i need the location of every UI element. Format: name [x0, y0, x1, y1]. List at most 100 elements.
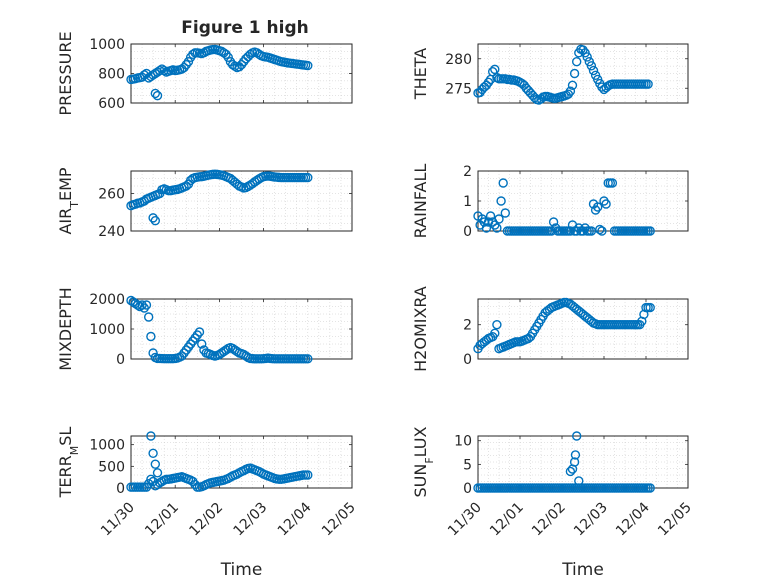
subplot-mixdepth: 0 1000 2000 MIXDEPTH	[56, 287, 353, 371]
data-point	[150, 88, 161, 99]
y-tick-label: 2000	[89, 292, 125, 308]
x-tick-label: 12/02	[186, 500, 226, 540]
data-point	[183, 57, 194, 67]
subplot-h2omixra: 0 2 H2OMIXRA	[411, 286, 689, 372]
data-point	[570, 450, 581, 460]
y-tick-label: 0	[116, 352, 125, 368]
data-point	[179, 62, 189, 73]
y-axis-label: SUNFLUX	[411, 426, 436, 497]
y-tick-label: 800	[98, 67, 125, 83]
data-point	[597, 82, 607, 92]
axes-box	[477, 43, 689, 104]
data-point	[303, 354, 313, 364]
data-point	[496, 196, 506, 206]
y-axis-label: PRESSURE	[56, 31, 75, 115]
y-tick-label: 1000	[89, 37, 125, 53]
x-tick-label: 12/04	[275, 499, 315, 539]
data-point	[498, 178, 508, 188]
data-point	[181, 181, 191, 191]
x-tick-label: 12/03	[571, 500, 611, 540]
data-point	[548, 217, 559, 227]
x-tick-label: 12/02	[529, 500, 569, 540]
y-axis-label: AIRTEMP	[56, 167, 81, 234]
y-tick-label: 0	[116, 481, 125, 497]
y-axis-label: RAINFALL	[411, 164, 430, 239]
data-point	[197, 339, 207, 349]
data-point	[567, 80, 578, 91]
data-point	[141, 300, 152, 310]
data-point	[148, 448, 158, 459]
x-tick-label: 12/01	[142, 500, 182, 540]
y-tick-label: 1000	[89, 438, 125, 454]
data-point	[588, 65, 599, 76]
y-tick-label: 2	[463, 164, 472, 180]
data-point	[481, 223, 492, 233]
subplot-air-temp: 240 260 AIRTEMP	[56, 167, 353, 240]
y-axis-label: MIXDEPTH	[56, 287, 75, 370]
y-tick-label: 500	[98, 459, 125, 475]
data-point	[146, 431, 156, 441]
subplot-rainfall: 0 1 2 RAINFALL	[411, 164, 689, 240]
y-tick-label: 5	[463, 457, 472, 473]
x-tick-label: 11/30	[445, 500, 485, 540]
subplot-pressure: 600 800 1000 PRESSURE	[56, 31, 353, 116]
x-tick-label: 12/04	[613, 499, 653, 539]
data-point	[582, 52, 592, 62]
data-point	[569, 68, 580, 79]
data-point	[595, 224, 605, 235]
data-point	[303, 470, 313, 480]
y-tick-label: 240	[98, 224, 125, 240]
data-point	[643, 79, 653, 89]
data-point	[485, 211, 496, 221]
data-point	[492, 320, 502, 330]
data-point	[565, 226, 576, 236]
data-point	[157, 476, 167, 487]
data-point	[155, 65, 165, 76]
data-point	[221, 345, 231, 355]
data-point	[152, 468, 163, 478]
subplot-theta: 275 280 THETA	[411, 43, 689, 105]
y-axis-label: THETA	[411, 48, 430, 100]
data-point	[146, 331, 156, 342]
data-point	[565, 466, 576, 477]
data-point	[492, 223, 502, 233]
x-tick-label: 12/05	[655, 500, 695, 540]
y-tick-label: 260	[98, 187, 125, 203]
data-point	[181, 59, 191, 70]
data-point	[223, 52, 233, 62]
data-point	[143, 312, 154, 322]
x-tick-label: 12/01	[487, 500, 527, 540]
data-point	[645, 226, 655, 236]
data-point	[152, 90, 163, 101]
data-point	[188, 49, 198, 60]
data-point	[645, 483, 655, 493]
y-tick-label: 280	[445, 52, 472, 68]
x-tick-label: 12/03	[231, 500, 271, 540]
data-point	[146, 474, 156, 485]
subplot-sun-flux: 0 5 10 SUNFLUX 11/30 12/01 12/02 12/03 12/04 12/0…	[411, 426, 695, 580]
data-point	[303, 60, 313, 71]
data-point	[597, 226, 607, 236]
data-point	[645, 302, 655, 313]
y-axis-label: H2OMIXRA	[411, 286, 430, 372]
y-tick-label: 0	[463, 481, 472, 497]
y-tick-label: 0	[463, 352, 472, 368]
data-point	[490, 64, 500, 75]
axes-box	[477, 298, 689, 360]
data-point	[150, 459, 161, 469]
x-tick-label: 12/05	[319, 500, 359, 540]
data-point	[586, 61, 597, 71]
y-tick-label: 0	[463, 224, 472, 240]
data-point	[601, 199, 611, 209]
subplot-terr-msl: 0 500 1000 TERRMSL 11/30 12/01 12/02 12/03 12/04…	[56, 427, 359, 580]
data-point	[593, 202, 603, 212]
data-point	[565, 86, 576, 96]
data-point	[194, 327, 205, 337]
x-axis-label: Time	[561, 560, 604, 580]
y-tick-label: 275	[445, 81, 472, 97]
data-point	[574, 476, 584, 486]
x-axis-label: Time	[220, 560, 263, 580]
data-point	[572, 57, 582, 67]
